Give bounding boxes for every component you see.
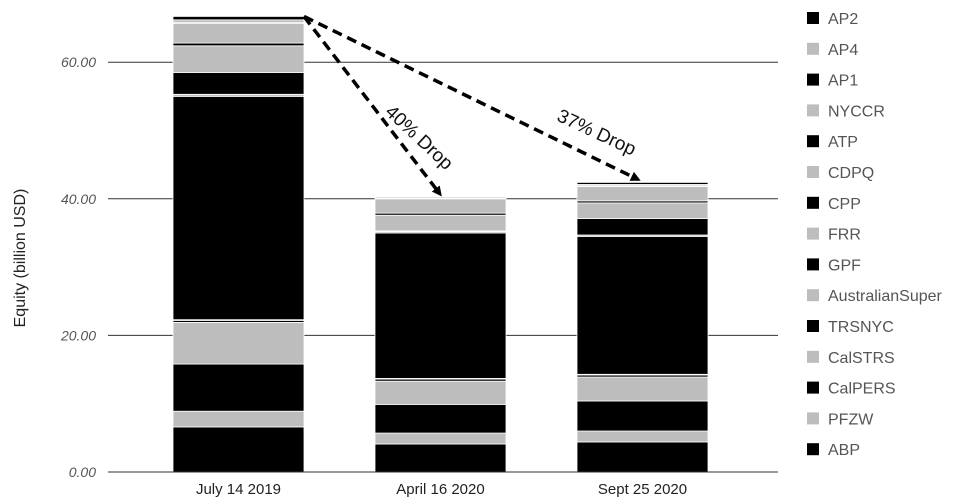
category-label: April 16 2020 (396, 481, 484, 498)
bar-segment-ap2 (172, 16, 305, 21)
bar-segment-ap2 (576, 182, 709, 185)
y-tick-label: 40.00 (61, 191, 96, 207)
bar-segment-calstrs (374, 380, 507, 405)
drop-annotation-label: 37% Drop (554, 106, 639, 161)
bar-segment-nyccr (374, 198, 507, 214)
bar-segment-calstrs (576, 376, 709, 402)
legend-entry: ABP (828, 442, 860, 459)
legend-swatch (807, 73, 819, 86)
bar-segment-abp (172, 426, 305, 473)
bar-segment-pfzw (576, 430, 709, 443)
bar-segment-atp (172, 42, 305, 47)
legend-entry: CDPQ (828, 165, 874, 182)
legend-swatch (807, 381, 819, 394)
drop-annotation-label: 40% Drop (381, 101, 457, 174)
bar-segment-calpers (374, 403, 507, 434)
y-axis-label: Equity (billion USD) (12, 189, 29, 328)
category-label: Sept 25 2020 (598, 481, 687, 498)
legend-entry: GPF (828, 257, 861, 274)
legend-swatch (807, 350, 819, 363)
legend-entry: CPP (828, 196, 861, 213)
bar-segment-ap2 (374, 195, 507, 198)
legend-swatch (807, 104, 819, 117)
bar-segment-gpf (172, 95, 305, 321)
legend-swatch (807, 412, 819, 425)
drop-arrow (302, 15, 442, 197)
legend-swatch (807, 320, 819, 332)
legend-swatch (807, 12, 819, 24)
legend-swatch (807, 196, 819, 209)
bar-segment-calstrs (172, 322, 305, 365)
legend-entry: NYCCR (828, 103, 885, 120)
bar-segment-cpp (576, 218, 709, 236)
legend: AP2 AP4 AP1 NYCCR ATP CDPQ CPP FRR GPF Australian… (807, 11, 943, 459)
legend-swatch (807, 166, 819, 178)
bars (172, 16, 709, 473)
y-tick-label: 0.00 (69, 464, 96, 480)
y-tick-label: 60.00 (61, 54, 96, 70)
bar-segment-cdpq (172, 45, 305, 73)
bar-segment-gpf (576, 235, 709, 375)
legend-entry: ATP (828, 134, 858, 151)
bar-segment-abp (374, 443, 507, 473)
y-tick-label: 20.00 (60, 327, 96, 343)
legend-entry: TRSNYC (828, 319, 894, 336)
bar-segment-cpp (172, 72, 305, 95)
bar-segment-calpers (576, 400, 709, 432)
bar-segment-calpers (172, 363, 305, 412)
legend-entry: CalPERS (828, 381, 896, 398)
bar-segment-nyccr (172, 22, 305, 44)
legend-entry: AP1 (828, 73, 858, 90)
legend-swatch (807, 443, 819, 456)
drop-annotations: 40% Drop 37% Drop (302, 14, 641, 197)
drop-arrow (303, 14, 641, 181)
legend-entry: CalSTRS (828, 350, 895, 367)
bar-segment-cdpq (576, 202, 709, 220)
legend-swatch (807, 135, 819, 148)
y-axis-ticks: 0.00 20.00 40.00 60.00 (60, 54, 96, 480)
bar-segment-pfzw (172, 410, 305, 428)
legend-entry: AP4 (828, 42, 858, 59)
legend-swatch (807, 258, 819, 271)
category-labels: July 14 2019 April 16 2020 Sept 25 2020 (196, 481, 687, 498)
bar-segment-abp (576, 441, 709, 473)
bar-segment-pfzw (374, 432, 507, 445)
legend-swatch (807, 289, 819, 302)
bar-segment-nyccr (576, 186, 709, 202)
legend-entry: AustralianSuper (828, 288, 943, 305)
legend-swatch (807, 227, 819, 240)
legend-entry: AP2 (828, 11, 858, 28)
bar-segment-ap4 (172, 19, 305, 23)
legend-swatch (807, 42, 819, 55)
bar-segment-cdpq (374, 214, 507, 232)
legend-entry: FRR (828, 227, 861, 244)
bar-segment-gpf (374, 232, 507, 379)
category-label: July 14 2019 (196, 481, 281, 498)
legend-entry: PFZW (828, 411, 874, 428)
